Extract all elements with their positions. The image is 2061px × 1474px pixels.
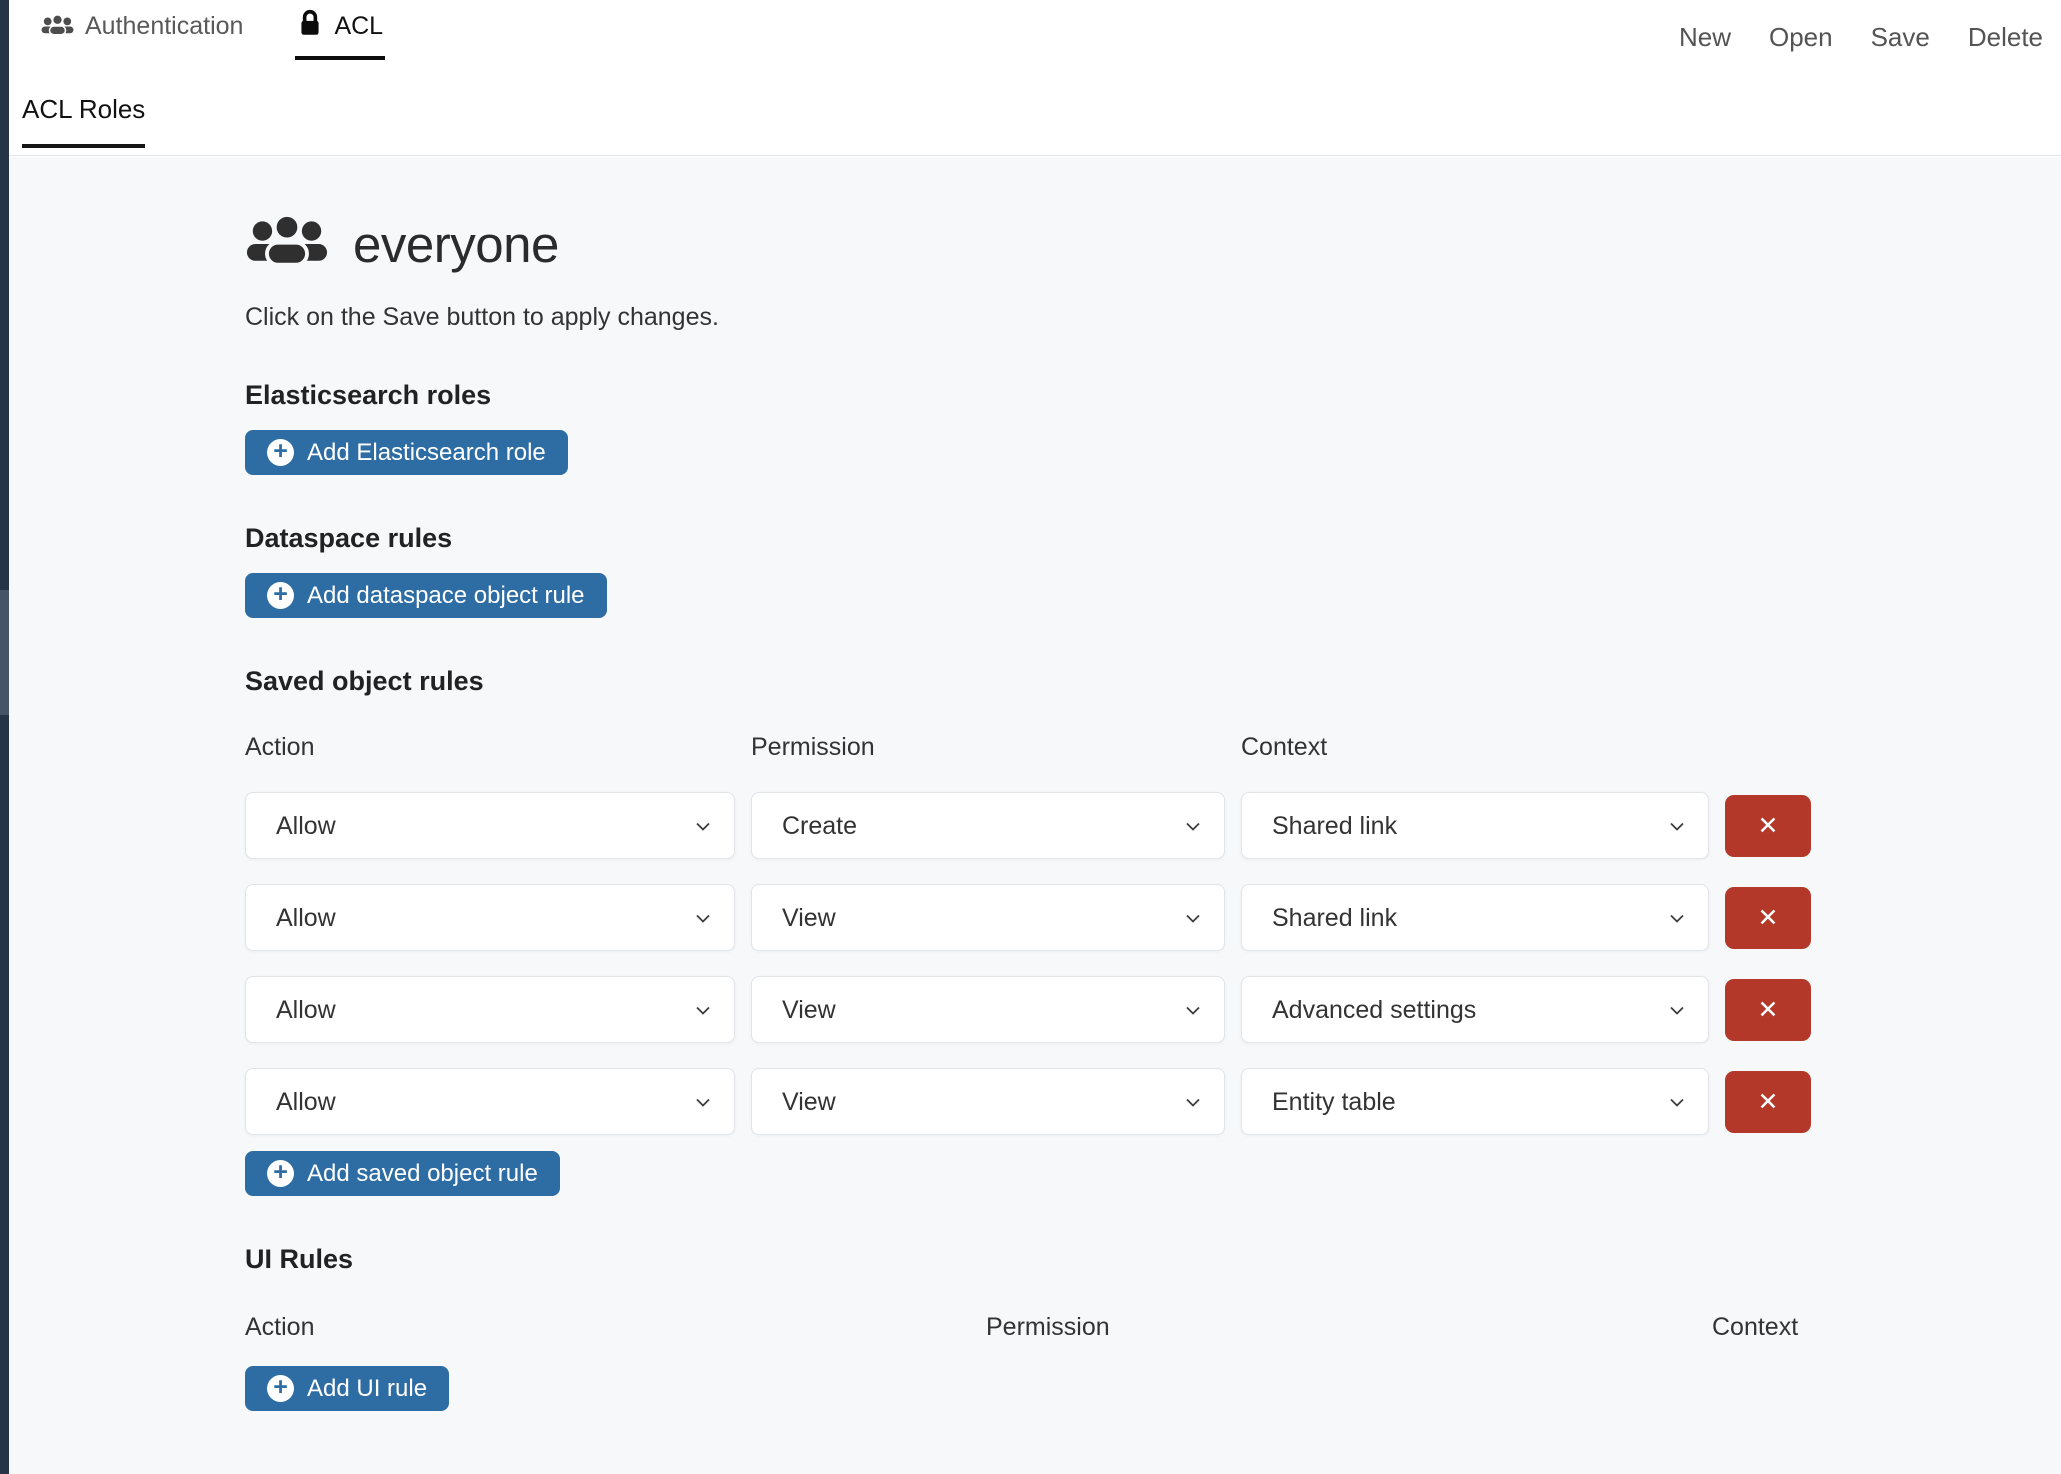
menu-save[interactable]: Save	[1870, 21, 1930, 52]
action-select[interactable]: Allow	[245, 884, 735, 951]
section-title-elasticsearch-roles: Elasticsearch roles	[245, 380, 492, 410]
role-header: everyone	[245, 213, 2021, 275]
table-row-2-context: Shared link	[1241, 884, 1709, 951]
add-ui-rule-button[interactable]: + Add UI rule	[245, 1366, 450, 1411]
users-icon	[41, 13, 74, 39]
add-saved-object-rule-label: Add saved object rule	[307, 1159, 538, 1187]
tab-authentication-label: Authentication	[85, 11, 244, 40]
add-elasticsearch-role-label: Add Elasticsearch role	[307, 438, 546, 466]
ui-rules-headers: Action Permission Context	[245, 1313, 2021, 1342]
titlebar-menu: New Open Save Delete	[1679, 0, 2061, 60]
delete-rule-button[interactable]: ✕	[1725, 1070, 1811, 1133]
action-select[interactable]: Allow	[245, 792, 735, 859]
column-header-permission: Permission	[986, 1313, 1110, 1341]
permission-select[interactable]: View	[751, 884, 1225, 951]
column-header-action: Action	[245, 1313, 315, 1341]
add-dataspace-object-rule-button[interactable]: + Add dataspace object rule	[245, 573, 607, 618]
table-row-3-permission: View	[751, 976, 1225, 1043]
permission-select[interactable]: Create	[751, 792, 1225, 859]
column-header-context: Context	[1241, 733, 1328, 761]
left-rail	[0, 0, 9, 1474]
add-ui-rule-label: Add UI rule	[307, 1374, 428, 1402]
tab-acl[interactable]: ACL	[295, 0, 386, 60]
menu-open[interactable]: Open	[1768, 21, 1833, 52]
permission-select[interactable]: View	[751, 976, 1225, 1043]
save-hint-text: Click on the Save button to apply change…	[245, 303, 719, 331]
tab-acl-roles[interactable]: ACL Roles	[22, 94, 146, 148]
table-row-1-action: Allow	[245, 792, 735, 859]
table-row-1-context: Shared link	[1241, 792, 1709, 859]
table-row-3-action: Allow	[245, 976, 735, 1043]
saved-object-rules-headers: Action Permission Context	[245, 733, 2021, 762]
column-header-action: Action	[245, 733, 315, 761]
tab-authentication[interactable]: Authentication	[39, 0, 245, 60]
plus-circle-icon: +	[267, 439, 294, 466]
plus-circle-icon: +	[267, 1375, 294, 1402]
table-row-3-context: Advanced settings	[1241, 976, 1709, 1043]
plus-circle-icon: +	[267, 1160, 294, 1187]
table-row-4-permission: View	[751, 1068, 1225, 1135]
window-tabs: Authentication ACL	[39, 0, 386, 60]
saved-object-rules-table: Allow Create Shared link ✕	[245, 792, 2021, 1135]
table-row-1-permission: Create	[751, 792, 1225, 859]
tabbar: ACL Roles	[9, 60, 2061, 156]
section-title-dataspace-rules: Dataspace rules	[245, 523, 453, 553]
section-title-saved-object-rules: Saved object rules	[245, 666, 484, 696]
add-dataspace-object-rule-label: Add dataspace object rule	[307, 581, 585, 609]
delete-rule-button[interactable]: ✕	[1725, 978, 1811, 1041]
table-row-2-action: Allow	[245, 884, 735, 951]
add-elasticsearch-role-button[interactable]: + Add Elasticsearch role	[245, 430, 568, 475]
menu-delete[interactable]: Delete	[1967, 21, 2043, 52]
tab-acl-label: ACL	[334, 11, 384, 40]
lock-icon	[297, 8, 323, 45]
permission-select[interactable]: View	[751, 1068, 1225, 1135]
delete-rule-button[interactable]: ✕	[1725, 794, 1811, 857]
context-select[interactable]: Advanced settings	[1241, 976, 1709, 1043]
column-header-permission: Permission	[751, 733, 875, 761]
add-saved-object-rule-button[interactable]: + Add saved object rule	[245, 1151, 560, 1196]
table-row-4-context: Entity table	[1241, 1068, 1709, 1135]
users-icon	[245, 213, 329, 275]
table-row-4-action: Allow	[245, 1068, 735, 1135]
context-select[interactable]: Shared link	[1241, 792, 1709, 859]
menu-new[interactable]: New	[1678, 21, 1731, 52]
action-select[interactable]: Allow	[245, 1068, 735, 1135]
table-row-2-permission: View	[751, 884, 1225, 951]
action-select[interactable]: Allow	[245, 976, 735, 1043]
context-select[interactable]: Entity table	[1241, 1068, 1709, 1135]
page-title: everyone	[353, 215, 559, 273]
left-rail-scrollbar-thumb[interactable]	[0, 590, 9, 715]
plus-circle-icon: +	[267, 582, 294, 609]
column-header-context: Context	[1712, 1313, 1799, 1341]
main-content: everyone Click on the Save button to app…	[9, 157, 2061, 1474]
section-title-ui-rules: UI Rules	[245, 1244, 354, 1274]
context-select[interactable]: Shared link	[1241, 884, 1709, 951]
titlebar: Authentication ACL New Open Save Delete	[9, 0, 2061, 60]
delete-rule-button[interactable]: ✕	[1725, 886, 1811, 949]
